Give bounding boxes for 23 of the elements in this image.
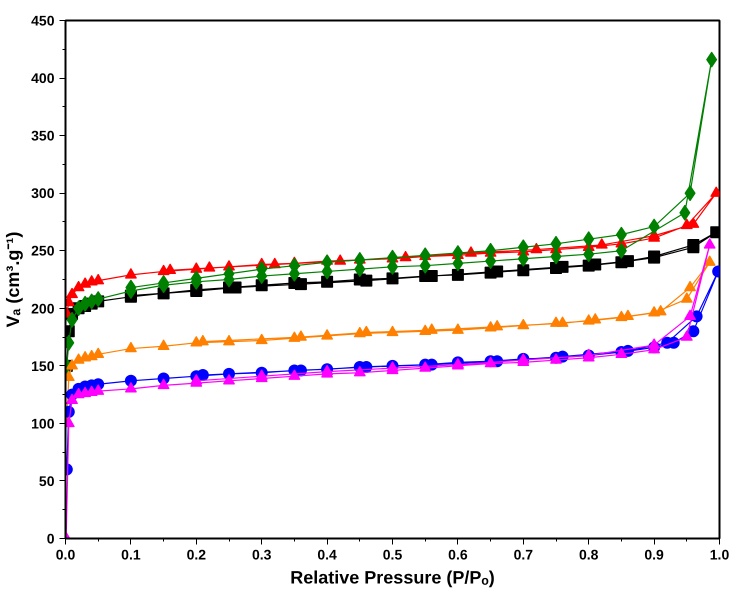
y-axis-title: Vₐ (cm³.g⁻¹) [3, 232, 24, 328]
y-tick-label: 100 [31, 415, 55, 432]
x-tick-label: 0.9 [644, 546, 664, 562]
y-tick-label: 250 [31, 242, 55, 259]
y-tick-label: 400 [31, 70, 55, 86]
x-tick-label: 0.1 [121, 546, 141, 562]
y-tick-label: 450 [31, 12, 55, 28]
x-tick-label: 0.5 [382, 546, 402, 562]
x-tick-label: 1.0 [710, 546, 730, 562]
x-tick-label: 0.8 [578, 546, 599, 562]
x-axis-title: Relative Pressure (P/Pₒ) [290, 568, 495, 588]
x-tick-label: 0.4 [317, 546, 338, 562]
x-tick-label: 0.7 [514, 546, 534, 562]
y-tick-label: 50 [38, 472, 55, 489]
y-tick-label: 150 [31, 358, 55, 374]
y-tick-label: 200 [31, 300, 55, 316]
x-tick-label: 0.3 [252, 546, 272, 562]
y-tick-label: 0 [46, 530, 55, 546]
y-tick-label: 300 [31, 185, 55, 202]
y-tick-label: 350 [31, 128, 55, 144]
x-tick-label: 0.2 [186, 546, 206, 562]
x-tick-label: 0.6 [448, 546, 468, 562]
x-tick-label: 0.0 [56, 546, 76, 562]
